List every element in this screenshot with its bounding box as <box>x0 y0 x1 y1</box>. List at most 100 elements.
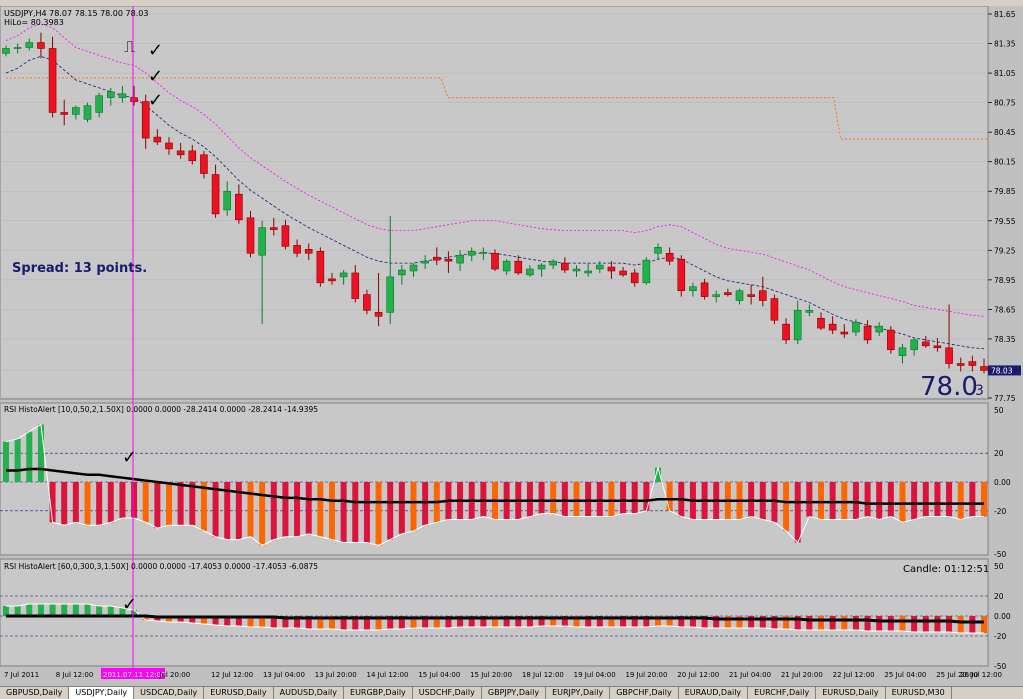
candle-body[interactable] <box>304 249 313 254</box>
candle-body[interactable] <box>712 294 721 297</box>
candle-body[interactable] <box>526 268 534 276</box>
candle-body[interactable] <box>980 366 988 371</box>
chart-tab[interactable]: AUDUSD,Daily <box>274 687 345 699</box>
candle-body[interactable] <box>770 298 779 321</box>
candle-body[interactable] <box>747 294 755 297</box>
chart-tab[interactable]: USDCHF,Daily <box>413 687 482 699</box>
candle-body[interactable] <box>642 259 651 284</box>
candle-body[interactable] <box>72 107 80 115</box>
candle-body[interactable] <box>223 190 232 211</box>
candle-body[interactable] <box>805 310 814 313</box>
candle-body[interactable] <box>339 272 348 278</box>
candle-body[interactable] <box>595 264 604 270</box>
candle-body[interactable] <box>956 363 965 366</box>
candle-body[interactable] <box>793 310 802 341</box>
candle-body[interactable] <box>176 150 185 156</box>
candle-body[interactable] <box>60 112 69 115</box>
chart-tab[interactable]: GBPCHF,Daily <box>610 687 679 699</box>
candle-body[interactable] <box>351 272 360 299</box>
candle-body[interactable] <box>968 361 977 366</box>
candle-body[interactable] <box>293 245 301 254</box>
candle-body[interactable] <box>607 266 616 272</box>
candle-body[interactable] <box>514 260 523 274</box>
candle-body[interactable] <box>875 325 884 333</box>
candle-body[interactable] <box>118 93 127 98</box>
candle-body[interactable] <box>2 48 10 54</box>
chart-tab[interactable]: USDCAD,Daily <box>134 687 205 699</box>
candle-body[interactable] <box>48 48 57 113</box>
candle-body[interactable] <box>945 347 953 364</box>
candle-body[interactable] <box>549 260 558 266</box>
candle-body[interactable] <box>13 47 22 49</box>
chart-tab[interactable]: EURUSD,Daily <box>816 687 886 699</box>
candle-body[interactable] <box>828 323 837 331</box>
candle-body[interactable] <box>817 317 825 329</box>
candle-body[interactable] <box>502 260 511 272</box>
chart-tab[interactable]: EURUSD,Daily <box>204 687 274 699</box>
candle-body[interactable] <box>456 254 464 264</box>
candle-body[interactable] <box>572 268 581 272</box>
candle-body[interactable] <box>421 260 429 264</box>
candle-body[interactable] <box>700 282 709 297</box>
candle-body[interactable] <box>584 270 592 274</box>
candle-body[interactable] <box>852 321 860 333</box>
candle-body[interactable] <box>561 262 569 271</box>
candle-body[interactable] <box>200 154 208 174</box>
candle-body[interactable] <box>921 341 930 347</box>
candle-body[interactable] <box>537 264 546 270</box>
candle-body[interactable] <box>933 345 942 349</box>
candle-body[interactable] <box>863 325 872 341</box>
candle-body[interactable] <box>677 258 686 291</box>
chart-tab[interactable]: EURGBP,Daily <box>344 687 413 699</box>
chart-window[interactable]: 81.65 81.35 81.05 80.75 80.45 80.15 79.85 79.55… <box>0 5 1023 686</box>
candle-body[interactable] <box>898 347 907 356</box>
candle-body[interactable] <box>654 247 662 254</box>
candle-body[interactable] <box>269 227 278 230</box>
candle-body[interactable] <box>910 339 918 351</box>
candle-body[interactable] <box>386 276 395 313</box>
chart-tab[interactable]: EURUSD,M30 <box>886 687 952 699</box>
candle-body[interactable] <box>840 331 849 335</box>
candle-body[interactable] <box>491 252 499 270</box>
candle-body[interactable] <box>619 270 627 276</box>
candle-body[interactable] <box>188 150 197 162</box>
candle-body[interactable] <box>83 105 92 120</box>
candle-body[interactable] <box>328 278 336 282</box>
candle-body[interactable] <box>25 42 34 48</box>
candle-body[interactable] <box>887 329 895 351</box>
candle-body[interactable] <box>374 312 383 317</box>
candle-body[interactable] <box>37 42 45 49</box>
candle-body[interactable] <box>106 91 115 98</box>
candle-body[interactable] <box>724 292 732 295</box>
candle-body[interactable] <box>246 217 255 254</box>
candle-body[interactable] <box>630 272 639 284</box>
candle-body[interactable] <box>432 256 441 261</box>
candle-body[interactable] <box>211 174 220 215</box>
candle-body[interactable] <box>665 252 674 262</box>
chart-svg[interactable]: 81.65 81.35 81.05 80.75 80.45 80.15 79.85 79.55… <box>0 5 1023 686</box>
candle-body[interactable] <box>782 323 790 341</box>
chart-tab[interactable]: EURAUD,Daily <box>679 687 749 699</box>
chart-tab[interactable]: EURCHF,Daily <box>748 687 817 699</box>
candle-body[interactable] <box>467 250 476 256</box>
candle-body[interactable] <box>479 251 488 254</box>
candle-body[interactable] <box>95 95 103 113</box>
candle-body[interactable] <box>398 269 406 276</box>
candle-body[interactable] <box>141 101 150 139</box>
chart-tab[interactable]: GBPUSD,Daily <box>0 687 70 699</box>
candle-body[interactable] <box>153 136 162 143</box>
candle-body[interactable] <box>758 290 767 301</box>
candle-body[interactable] <box>130 97 138 102</box>
candle-body[interactable] <box>735 290 744 301</box>
candle-body[interactable] <box>689 286 697 291</box>
candle-body[interactable] <box>316 250 325 284</box>
candle-body[interactable] <box>235 193 243 221</box>
candle-body[interactable] <box>281 225 290 247</box>
candle-body[interactable] <box>409 264 418 272</box>
chart-tab[interactable]: GBPJPY,Daily <box>482 687 547 699</box>
candle-body[interactable] <box>258 227 266 256</box>
candle-body[interactable] <box>363 294 371 311</box>
chart-tab[interactable]: USDJPY,Daily <box>69 687 135 699</box>
candle-body[interactable] <box>444 258 453 262</box>
candle-body[interactable] <box>165 142 173 150</box>
